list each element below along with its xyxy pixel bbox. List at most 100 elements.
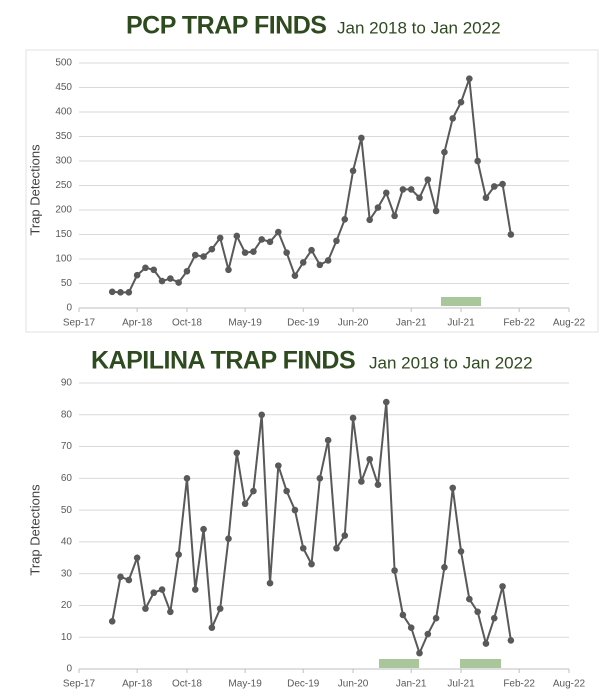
data-point [466, 595, 473, 603]
y-tick-label: 30 [61, 568, 73, 579]
data-point [399, 186, 407, 193]
y-tick-label: 10 [61, 632, 73, 643]
data-point [366, 455, 373, 463]
y-axis-label: Trap Detections [27, 484, 42, 576]
y-tick-label: 90 [61, 378, 73, 389]
data-point [133, 554, 141, 562]
data-point [299, 544, 307, 552]
data-point [283, 249, 290, 256]
y-tick-label: 0 [66, 303, 72, 314]
data-point [233, 449, 241, 457]
y-tick-label: 60 [61, 473, 73, 484]
x-tick-label: Aug-22 [553, 318, 586, 329]
data-point [125, 576, 133, 584]
data-point [291, 506, 299, 514]
data-point [283, 487, 290, 495]
data-point [241, 500, 249, 508]
data-point [258, 236, 266, 243]
x-tick-label: Jun-20 [338, 679, 369, 690]
data-point [499, 180, 506, 188]
data-point [266, 238, 274, 246]
data-point [117, 289, 124, 296]
data-point [191, 586, 199, 593]
data-point [208, 245, 216, 253]
data-point [333, 544, 340, 552]
data-point [208, 624, 216, 631]
x-tick-label: Feb-22 [503, 679, 535, 690]
y-tick-label: 70 [61, 441, 73, 452]
data-point [499, 583, 506, 590]
data-point [507, 231, 515, 238]
data-point [183, 475, 191, 482]
highlight-span [379, 659, 419, 668]
y-tick-label: 80 [61, 409, 73, 420]
data-point [167, 608, 174, 616]
y-tick-label: 100 [55, 254, 72, 265]
x-tick-label: Jul-21 [447, 679, 475, 690]
data-point [108, 288, 116, 296]
y-tick-label: 150 [55, 229, 72, 240]
data-point [482, 194, 490, 202]
y-axis-label: Trap Detections [27, 144, 42, 236]
data-point [142, 264, 149, 272]
data-point [216, 234, 224, 242]
x-tick-label: Jul-21 [447, 318, 475, 329]
data-point [117, 573, 124, 581]
data-point [308, 560, 315, 568]
chart-frame [25, 49, 599, 333]
data-point [158, 586, 166, 593]
data-point [341, 532, 349, 539]
data-point [175, 551, 182, 558]
data-point [308, 246, 315, 254]
y-tick-label: 0 [66, 664, 72, 675]
data-point [258, 411, 266, 419]
x-tick-label: Jan-21 [396, 318, 427, 329]
data-point [316, 261, 324, 269]
data-point [391, 567, 398, 574]
data-point [490, 183, 498, 190]
y-tick-label: 300 [55, 156, 72, 167]
data-point [441, 564, 448, 571]
data-point [374, 204, 382, 211]
y-tick-label: 250 [55, 180, 72, 191]
x-tick-label: Aug-22 [553, 679, 586, 690]
data-point [407, 186, 415, 193]
y-tick-label: 40 [61, 537, 73, 548]
x-tick-label: Sep-17 [63, 679, 96, 690]
data-point [457, 98, 465, 106]
y-tick-label: 350 [55, 131, 72, 142]
data-point [216, 605, 224, 612]
data-point [358, 134, 365, 142]
data-point [382, 398, 390, 406]
data-point [275, 228, 282, 236]
data-point [250, 248, 257, 255]
y-tick-label: 50 [61, 505, 73, 516]
data-point [482, 640, 490, 647]
data-point [266, 579, 274, 587]
data-point [200, 525, 207, 533]
data-point [275, 462, 282, 469]
data-point [441, 148, 448, 156]
x-tick-label: Jan-21 [396, 679, 427, 690]
highlight-span [441, 297, 481, 306]
data-point [133, 271, 141, 279]
x-tick-label: Jun-20 [338, 318, 369, 329]
data-point [358, 478, 365, 485]
data-point [183, 267, 191, 275]
data-point [457, 548, 465, 555]
data-point [191, 251, 199, 259]
data-point [200, 253, 207, 260]
data-point [150, 589, 158, 597]
x-tick-label: May-19 [228, 679, 262, 690]
x-tick-label: Oct-18 [172, 679, 202, 690]
x-tick-label: Feb-22 [503, 318, 535, 329]
data-point [466, 75, 473, 82]
data-point [474, 608, 481, 616]
highlight-span [460, 659, 501, 668]
data-point [233, 232, 241, 240]
x-tick-label: Apr-18 [122, 679, 152, 690]
data-line [111, 401, 512, 656]
data-point [382, 189, 390, 197]
data-point [449, 484, 457, 492]
